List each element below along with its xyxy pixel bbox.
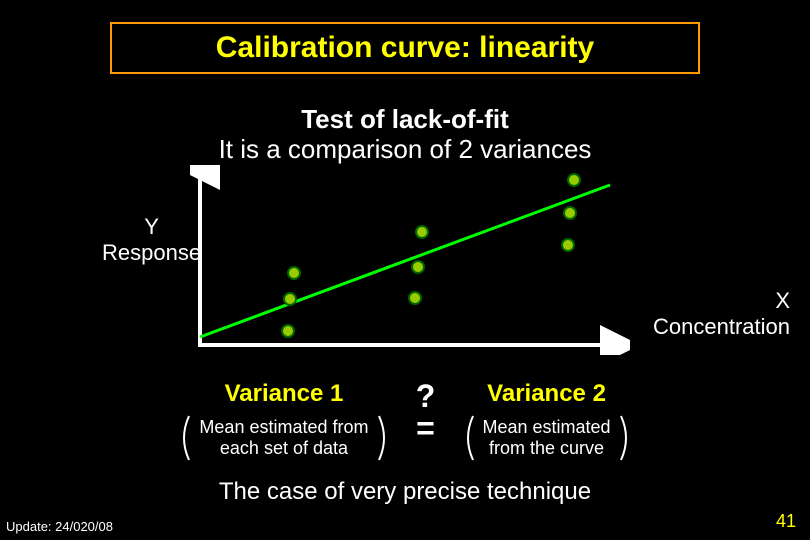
title-box: Calibration curve: linearity: [110, 22, 700, 74]
variance-1-column: Variance 1 Mean estimated fromeach set o…: [177, 380, 390, 462]
variance-1-desc: Mean estimated fromeach set of data: [191, 417, 376, 458]
y-axis-label-text: YResponse: [102, 214, 201, 265]
variance-1-title: Variance 1: [225, 380, 344, 408]
right-paren-open-icon: [461, 414, 475, 462]
x-axis-label-text: XConcentration: [653, 288, 790, 339]
variance-2-column: Variance 2 Mean estimatedfrom the curve: [461, 380, 633, 462]
subtitle-line-1: Test of lack-of-fit: [0, 104, 810, 135]
variance-comparison-row: Variance 1 Mean estimated fromeach set o…: [0, 380, 810, 462]
subtitle-line-2: It is a comparison of 2 variances: [0, 134, 810, 165]
equals-sign: =: [416, 412, 435, 444]
right-paren-close-icon: [619, 414, 633, 462]
slide-title: Calibration curve: linearity: [216, 31, 594, 65]
variance-2-desc-box: Mean estimatedfrom the curve: [461, 414, 633, 462]
variance-2-title: Variance 2: [487, 380, 606, 408]
bottom-caption: The case of very precise technique: [0, 478, 810, 506]
calibration-chart: [190, 165, 630, 355]
comparison-operator-column: ? =: [391, 380, 461, 444]
left-paren-open-icon: [177, 414, 191, 462]
x-axis-label: XConcentration: [653, 288, 790, 340]
y-axis-label: YResponse: [102, 214, 201, 266]
update-stamp: Update: 24/020/08: [6, 519, 113, 534]
left-paren-close-icon: [377, 414, 391, 462]
variance-1-desc-box: Mean estimated fromeach set of data: [177, 414, 390, 462]
question-mark: ?: [416, 380, 436, 412]
variance-2-desc: Mean estimatedfrom the curve: [475, 417, 619, 458]
page-number: 41: [776, 511, 796, 532]
